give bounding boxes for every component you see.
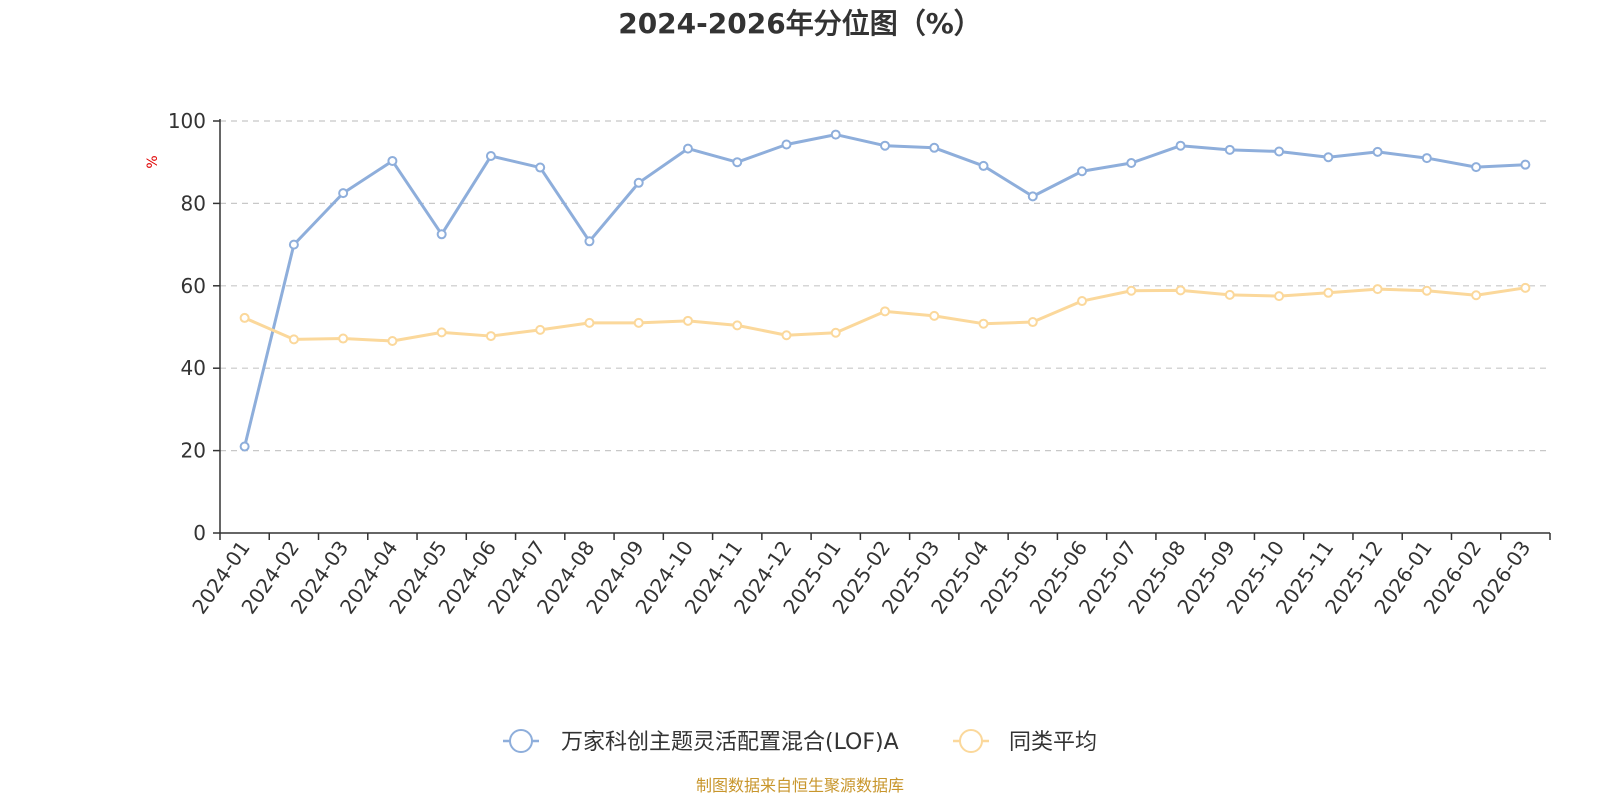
data-point[interactable] (239, 312, 250, 323)
data-point[interactable] (485, 331, 496, 342)
data-point[interactable] (1421, 285, 1432, 296)
data-point[interactable] (1471, 290, 1482, 301)
data-point[interactable] (535, 162, 546, 173)
data-point[interactable] (1175, 285, 1186, 296)
y-tick-label: 100 (168, 109, 206, 133)
legend-label: 万家科创主题灵活配置混合(LOF)A (561, 730, 899, 755)
y-tick-label: 80 (181, 191, 206, 215)
data-point[interactable] (732, 157, 743, 168)
data-point[interactable] (880, 140, 890, 151)
legend-marker (509, 729, 533, 753)
data-point[interactable] (1520, 159, 1531, 170)
data-point[interactable] (781, 139, 792, 150)
data-point[interactable] (682, 143, 693, 154)
legend: 万家科创主题灵活配置混合(LOF)A 同类平均 (503, 729, 1097, 755)
data-point[interactable] (288, 239, 299, 250)
data-point[interactable] (1224, 144, 1235, 155)
data-point[interactable] (584, 317, 595, 328)
legend-marker (959, 729, 983, 753)
y-axis-label: % (145, 155, 161, 168)
data-point[interactable] (880, 306, 890, 317)
data-point[interactable] (288, 334, 299, 345)
data-point[interactable] (1520, 282, 1531, 293)
data-point[interactable] (387, 336, 398, 347)
data-point[interactable] (978, 318, 989, 329)
data-point[interactable] (1372, 284, 1383, 295)
chart-title: 2024-2026年分位图（%） (618, 7, 982, 40)
data-point[interactable] (1323, 287, 1334, 298)
data-point[interactable] (239, 441, 250, 452)
data-point[interactable] (1077, 296, 1088, 307)
data-point[interactable] (781, 330, 792, 341)
data-point[interactable] (1224, 289, 1235, 300)
data-point[interactable] (338, 188, 349, 199)
source-note: 制图数据来自恒生聚源数据库 (696, 776, 904, 795)
legend-item-fund[interactable]: 万家科创主题灵活配置混合(LOF)A (503, 729, 899, 755)
data-point[interactable] (929, 142, 940, 153)
data-point[interactable] (535, 324, 546, 335)
data-point[interactable] (1126, 285, 1137, 296)
data-point[interactable] (682, 315, 693, 326)
data-point[interactable] (1126, 158, 1137, 169)
data-point[interactable] (633, 317, 644, 328)
y-tick-label: 20 (181, 439, 206, 463)
data-point[interactable] (1421, 153, 1432, 164)
data-point[interactable] (485, 151, 496, 162)
data-point[interactable] (830, 327, 841, 338)
data-point[interactable] (1027, 317, 1038, 328)
series-peer-average (239, 282, 1531, 347)
data-point[interactable] (929, 310, 940, 321)
data-point[interactable] (1027, 191, 1038, 202)
data-point[interactable] (1077, 166, 1088, 177)
y-tick-label: 60 (181, 274, 206, 298)
data-point[interactable] (978, 160, 989, 171)
data-point[interactable] (436, 229, 447, 240)
data-point[interactable] (1471, 162, 1482, 173)
y-tick-label: 40 (181, 356, 206, 380)
data-point[interactable] (633, 177, 644, 188)
data-point[interactable] (584, 236, 595, 247)
series-line (243, 133, 1526, 447)
legend-item-peer-average[interactable]: 同类平均 (953, 729, 1097, 755)
grid-lines (220, 120, 1550, 452)
legend-label: 同类平均 (1009, 730, 1097, 755)
data-point[interactable] (830, 129, 841, 140)
series-group (239, 129, 1531, 452)
data-point[interactable] (1175, 140, 1186, 151)
data-point[interactable] (338, 333, 349, 344)
data-point[interactable] (1323, 152, 1334, 163)
data-point[interactable] (1274, 146, 1285, 157)
data-point[interactable] (732, 320, 743, 331)
y-tick-label: 0 (193, 521, 206, 545)
data-point[interactable] (1372, 146, 1383, 157)
data-point[interactable] (436, 327, 447, 338)
data-point[interactable] (1274, 291, 1285, 302)
axes: 0204060801002024-012024-022024-032024-04… (168, 109, 1551, 618)
data-point[interactable] (387, 155, 398, 166)
series-fund (239, 129, 1531, 452)
